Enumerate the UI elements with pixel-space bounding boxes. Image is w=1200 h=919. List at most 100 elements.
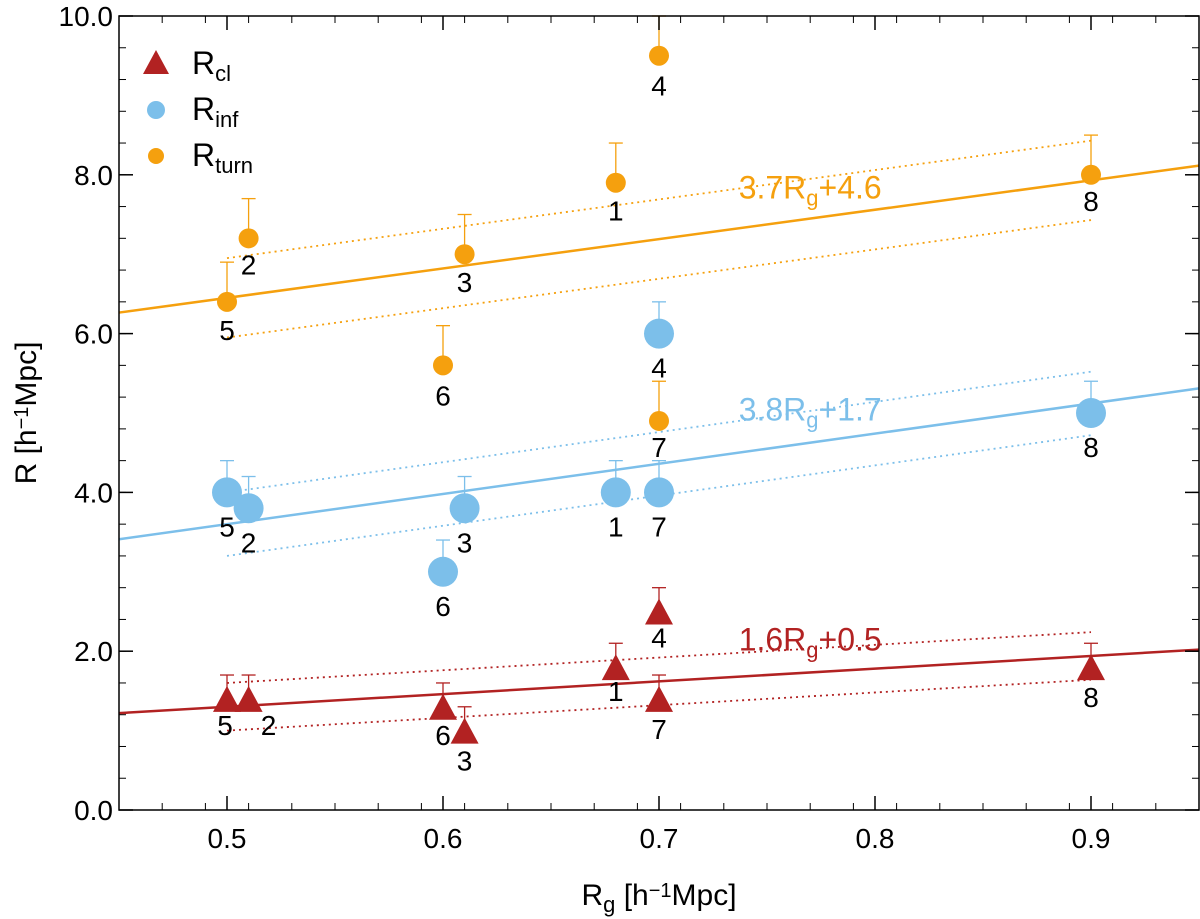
legend-label-main: R [192, 45, 215, 81]
fit-label-main: 3.7R [739, 170, 807, 206]
fit-labels-layer: 1.6Rg+0.53.8Rg+1.73.7Rg+4.6 [739, 170, 882, 663]
fit-lines-layer [118, 139, 1200, 732]
fit-band-upper-R_inf [226, 370, 1092, 494]
marker-R_turn-3 [454, 244, 475, 265]
point-label-R_inf-8: 8 [1083, 432, 1099, 463]
marker-R_inf-4 [644, 318, 674, 349]
legend-label-R_cl: Rcl [192, 45, 231, 86]
y-tick-label: 4.0 [74, 477, 113, 508]
fit-label-tail: +0.5 [819, 621, 882, 657]
x-tick-label: 0.9 [1072, 823, 1111, 854]
legend-marker-R_cl [143, 50, 169, 74]
legend-label-R_turn: Rturn [192, 137, 253, 178]
marker-R_cl-2 [234, 685, 263, 712]
fit-band-lower-R_inf [226, 434, 1092, 557]
x-axis-title-exp: −1 [649, 880, 672, 902]
marker-R_turn-8 [1081, 164, 1101, 185]
marker-R_inf-1 [600, 477, 631, 508]
fit-label-R_cl: 1.6Rg+0.5 [739, 621, 882, 662]
x-axis-title: Rg [h−1Mpc] [581, 879, 736, 917]
marker-R_turn-2 [238, 228, 259, 249]
point-label-R_turn-2: 2 [241, 249, 257, 280]
point-label-R_cl-7: 7 [651, 714, 667, 745]
fit-label-main: 1.6R [739, 621, 807, 657]
point-label-R_cl-6: 6 [435, 720, 451, 751]
fit-label-R_turn: 3.7Rg+4.6 [739, 170, 882, 211]
marker-R_inf-6 [428, 556, 458, 587]
y-tick-label: 0.0 [74, 795, 113, 826]
y-tick-label: 8.0 [74, 160, 113, 191]
y-tick-label: 6.0 [74, 319, 113, 350]
point-label-R_turn-1: 1 [608, 196, 624, 227]
marker-R_cl-1 [601, 654, 630, 681]
marker-R_cl-6 [429, 693, 457, 720]
point-label-R_turn-7: 7 [651, 432, 667, 463]
marker-R_inf-3 [449, 493, 480, 524]
point-label-R_inf-5: 5 [219, 511, 235, 542]
marker-R_turn-6 [433, 355, 453, 376]
legend-marker-R_turn [148, 148, 164, 164]
marker-R_cl-8 [1077, 654, 1105, 681]
point-label-R_turn-3: 3 [457, 267, 473, 298]
fit-label-sub: g [806, 407, 818, 432]
fit-label-main: 3.8R [739, 392, 807, 428]
point-label-R_inf-2: 2 [241, 527, 257, 558]
point-label-R_inf-7: 7 [651, 511, 667, 542]
fit-label-tail: +4.6 [819, 170, 882, 206]
x-axis-title-unit: [h [615, 879, 648, 912]
marker-R_cl-4 [645, 598, 673, 625]
x-axis-title-tail: Mpc] [672, 879, 737, 912]
axes-layer: 0.5 0.6 0.7 0.8 0.90.02.04.06.08.010.0Rg [h−… [10, 1, 1200, 917]
fit-band-lower-R_turn [226, 219, 1092, 339]
y-axis-title-exp: −1 [11, 407, 33, 430]
marker-R_cl-3 [450, 717, 479, 744]
legend-label-sub: cl [215, 61, 231, 86]
point-label-R_turn-6: 6 [435, 380, 451, 411]
legend-label-sub: turn [215, 153, 253, 178]
marker-R_inf-7 [644, 477, 674, 508]
point-label-R_cl-2: 2 [261, 710, 277, 741]
x-tick-label: 0.7 [640, 823, 679, 854]
fit-label-tail: +1.7 [819, 392, 882, 428]
y-axis-title-tail: Mpc] [10, 342, 43, 407]
markers-layer [212, 45, 1106, 744]
legend-label-sub: inf [215, 107, 239, 132]
fit-line-R_turn [118, 164, 1200, 314]
y-tick-label: 10.0 [59, 1, 114, 32]
x-axis-title-main: R [581, 879, 603, 912]
marker-R_turn-1 [605, 172, 626, 193]
point-labels-layer: 1 2 3 4 5 6 7 8 1 2 3 4 5 6 7 8 1 2 3 4 5 6 7 8 [217, 71, 1099, 777]
fit-band-upper-R_turn [226, 139, 1092, 260]
x-tick-label: 0.8 [856, 823, 895, 854]
marker-R_inf-8 [1076, 398, 1106, 428]
fit-band-upper-R_cl [226, 631, 1092, 684]
point-label-R_cl-5: 5 [217, 710, 233, 741]
point-label-R_inf-1: 1 [608, 511, 624, 542]
marker-R_turn-5 [217, 291, 237, 312]
point-label-R_turn-8: 8 [1083, 186, 1099, 217]
marker-R_cl-7 [645, 685, 673, 712]
marker-R_inf-5 [212, 477, 242, 508]
point-label-R_inf-4: 4 [651, 353, 667, 384]
x-tick-label: 0.5 [208, 823, 247, 854]
fit-label-R_inf: 3.8Rg+1.7 [739, 392, 882, 433]
marker-R_turn-7 [649, 410, 669, 431]
point-label-R_inf-3: 3 [457, 527, 473, 558]
point-label-R_turn-4: 4 [651, 71, 667, 102]
point-label-R_cl-8: 8 [1083, 682, 1099, 713]
x-tick-label: 0.6 [424, 823, 463, 854]
x-axis-title-sub: g [603, 892, 615, 917]
y-axis-title: R [h−1Mpc] [10, 342, 43, 485]
y-tick-label: 2.0 [74, 636, 113, 667]
point-label-R_cl-1: 1 [608, 676, 624, 707]
point-label-R_turn-5: 5 [219, 315, 235, 346]
marker-R_inf-2 [233, 493, 264, 524]
legend-marker-R_inf [147, 101, 165, 119]
fit-label-sub: g [806, 185, 818, 210]
legend-label-main: R [192, 91, 215, 127]
point-label-R_cl-3: 3 [457, 746, 473, 777]
y-axis-title-main: R [h [10, 429, 43, 484]
fit-label-sub: g [806, 637, 818, 662]
